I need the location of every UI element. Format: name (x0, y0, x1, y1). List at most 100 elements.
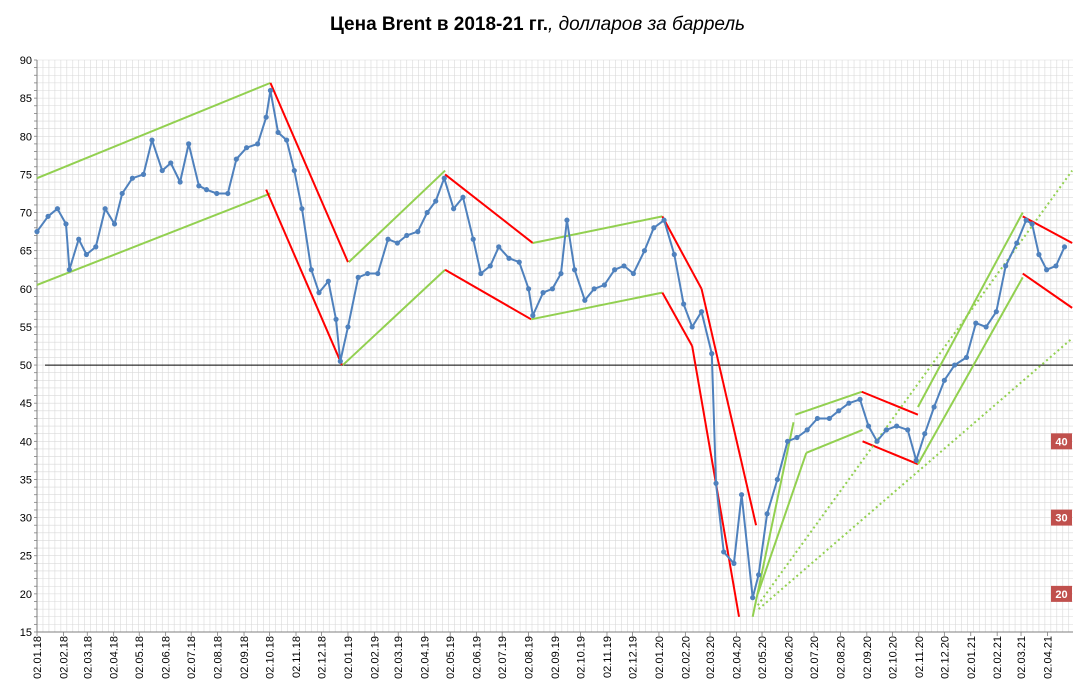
green-trend-line (342, 269, 446, 366)
x-tick-label: 02.09.20 (862, 636, 874, 679)
chart-title-italic: , долларов за баррель (548, 14, 746, 35)
price-point (794, 434, 800, 441)
price-point (661, 217, 667, 223)
price-point (424, 209, 430, 216)
x-tick-label: 02.09.18 (239, 636, 251, 679)
green-trend-line (917, 212, 1024, 408)
x-tick-label: 02.12.20 (939, 636, 951, 679)
x-tick-label: 02.04.20 (731, 636, 743, 679)
price-point (225, 190, 231, 197)
price-point (756, 572, 762, 578)
green-trend-line (36, 81, 271, 180)
price-point (525, 286, 532, 292)
green-trend-line (36, 192, 271, 286)
x-tick-label: 02.11.20 (914, 636, 926, 678)
price-point (922, 431, 928, 437)
x-tick-label: 02.03.21 (1016, 636, 1028, 679)
price-point (883, 427, 890, 433)
x-tick-label: 02.05.18 (134, 636, 146, 679)
price-point (630, 270, 636, 277)
green-trend-line (756, 452, 808, 595)
price-point (698, 309, 705, 315)
price-point (826, 415, 832, 422)
red-trend-line (661, 215, 703, 290)
y-tick-label: 35 (20, 474, 32, 486)
price-point (721, 549, 727, 555)
x-tick-label: 02.11.19 (602, 636, 614, 678)
price-point (713, 480, 719, 486)
x-tick-label: 02.05.19 (445, 636, 457, 679)
price-point (433, 198, 439, 204)
price-point (621, 263, 627, 269)
red-trend-line (269, 82, 349, 263)
price-series (34, 87, 1068, 601)
price-point (129, 175, 136, 181)
x-tick-label: 02.04.18 (109, 636, 121, 679)
price-point (325, 278, 331, 284)
level-marker-box (1051, 585, 1072, 602)
price-point (83, 251, 90, 258)
level-marker-box (1051, 433, 1072, 450)
price-point (284, 137, 290, 143)
x-tick-label: 02.10.20 (887, 636, 899, 679)
x-tick-label: 02.03.18 (82, 636, 94, 679)
price-point (1003, 263, 1009, 269)
price-point (571, 267, 578, 273)
price-point (612, 267, 618, 273)
green-trend-line (751, 422, 795, 617)
price-point (804, 427, 810, 433)
price-point (865, 423, 872, 429)
price-point (140, 171, 147, 177)
green-trend-line (794, 390, 863, 416)
price-point (385, 236, 391, 242)
price-point (973, 320, 979, 326)
price-point (66, 267, 72, 273)
y-tick-label: 50 (20, 360, 32, 372)
level-markers: 40 30 20 (1051, 433, 1072, 602)
price-point (731, 560, 737, 566)
price-point (709, 351, 715, 357)
price-point (496, 244, 502, 250)
y-tick-label: 30 (20, 513, 32, 525)
axes: 15 20 25 30 35 40 45 50 55 60 65 70 75 80 85 90 02.01.18… (20, 55, 1073, 679)
x-tick-label: 02.04.21 (1042, 636, 1054, 679)
y-tick-label: 20 (20, 589, 32, 601)
price-point (203, 187, 210, 193)
price-point (784, 438, 791, 444)
price-point (196, 183, 202, 189)
price-point (983, 324, 989, 330)
price-point (750, 595, 756, 601)
green-trend-line (530, 291, 663, 321)
x-tick-label: 02.05.20 (757, 636, 769, 679)
price-point (355, 274, 361, 280)
x-tick-label: 02.07.20 (809, 636, 821, 679)
x-tick-label: 02.03.20 (705, 636, 717, 679)
price-point (451, 206, 457, 212)
price-point (345, 324, 351, 330)
price-point (45, 213, 51, 219)
price-point (159, 167, 165, 174)
green-trend-line (348, 169, 446, 263)
chart-title-bold: Цена Brent в 2018-21 гг. (329, 14, 549, 35)
price-point (404, 232, 410, 239)
price-point (111, 221, 118, 227)
price-point (102, 206, 108, 212)
price-point (487, 263, 493, 269)
price-point (243, 145, 250, 151)
price-point (34, 229, 40, 235)
price-point (681, 301, 687, 307)
price-point (1053, 263, 1059, 269)
price-point (530, 312, 536, 319)
price-point (941, 377, 947, 383)
price-point (993, 309, 999, 315)
price-point (364, 270, 371, 277)
x-tick-label: 02.02.19 (369, 636, 381, 679)
price-point (774, 476, 780, 483)
level-marker-label: 20 (1055, 589, 1067, 601)
red-trend-line (861, 390, 919, 416)
green-trend-line (757, 337, 1073, 610)
y-tick-label: 75 (20, 169, 32, 181)
y-tick-label: 25 (20, 551, 32, 563)
red-trend-line (444, 268, 532, 321)
